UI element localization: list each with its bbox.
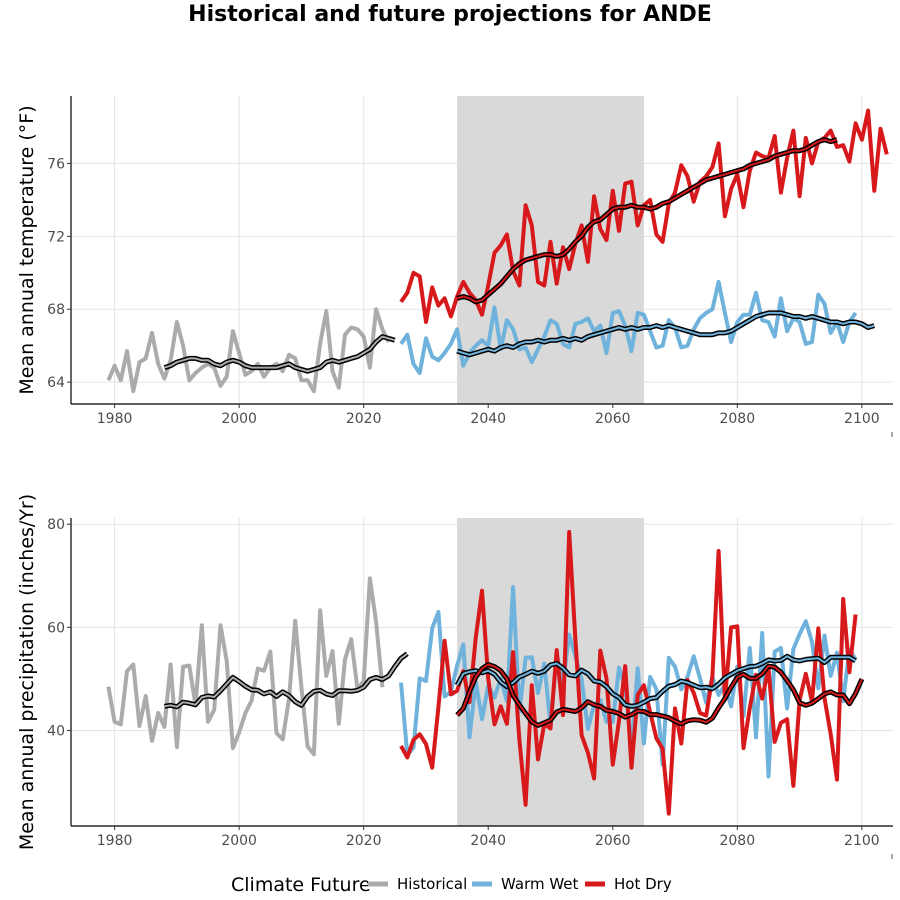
legend-label-hot-dry: Hot Dry (614, 875, 672, 893)
x-tick-label: 2060 (595, 833, 631, 849)
y-tick-label: 72 (47, 229, 65, 245)
x-tick-label: 2020 (346, 411, 382, 427)
y-tick-label: 76 (47, 156, 65, 172)
temperature-panel: 1980 2000 2020 2040 2060 2080 2100 64 68 72 76 Mean… (16, 96, 893, 437)
smooth-line-hot-dry (456, 138, 838, 303)
chart-title: Historical and future projections for AN… (188, 2, 712, 27)
smooth-line-historical (164, 652, 408, 708)
legend-label-historical: Historical (397, 875, 467, 893)
y-tick-label: 64 (47, 375, 65, 391)
x-tick-label: 2000 (221, 411, 257, 427)
legend-title: Climate Future (231, 874, 371, 896)
smooth-line-warm-wet (456, 311, 875, 356)
smooth-line-historical (164, 335, 396, 373)
y-tick-label: 40 (47, 724, 65, 740)
x-tick-label: 2040 (470, 411, 506, 427)
x-tick-label: 2060 (595, 411, 631, 427)
x-tick-label: 1980 (97, 411, 133, 427)
y-axis-label: Mean annual precipitation (inches/Yr) (16, 494, 38, 850)
y-tick-label: 60 (47, 620, 65, 636)
y-axis-label: Mean annual temperature (°F) (16, 105, 38, 394)
series-line-historical (106, 576, 385, 757)
x-tick-label: 2100 (844, 833, 880, 849)
x-tick-label: 1980 (97, 833, 133, 849)
x-tick-label: 2040 (470, 833, 506, 849)
x-tick-label: 2000 (221, 833, 257, 849)
smooth-line-hot-dry (456, 663, 863, 727)
x-tick-label: 2080 (719, 833, 755, 849)
precipitation-panel: 1980 2000 2020 2040 2060 2080 2100 40 60 80 Mean a… (16, 494, 893, 859)
smooth-line-warm-wet (456, 655, 857, 708)
y-tick-label: 68 (47, 302, 65, 318)
x-tick-label: 2020 (346, 833, 382, 849)
x-tick-label: 2080 (719, 411, 755, 427)
x-tick-label: 2100 (844, 411, 880, 427)
legend: Climate Future Historical Warm Wet Hot Dry (231, 874, 672, 896)
series-line-historical (106, 307, 391, 394)
y-tick-label: 80 (47, 517, 65, 533)
legend-label-warm-wet: Warm Wet (501, 875, 579, 893)
series-line-warm-wet (399, 279, 858, 375)
